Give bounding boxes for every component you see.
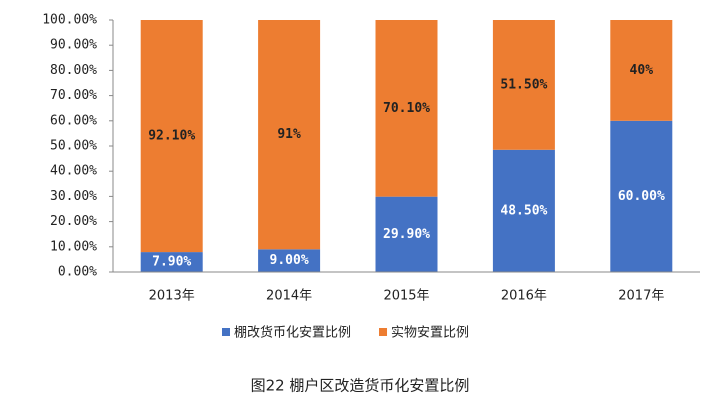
y-tick-label: 40.00% bbox=[50, 164, 97, 179]
value-label: 70.10% bbox=[383, 101, 430, 116]
bar-segment bbox=[140, 20, 203, 253]
bar-segment bbox=[258, 249, 321, 272]
bar-segment bbox=[375, 196, 438, 272]
y-tick-label: 80.00% bbox=[50, 63, 97, 78]
value-label: 92.10% bbox=[148, 129, 195, 144]
value-label: 91% bbox=[277, 127, 301, 142]
value-label: 40% bbox=[630, 63, 654, 78]
y-tick-label: 0.00% bbox=[58, 265, 97, 280]
y-tick-label: 20.00% bbox=[50, 214, 97, 229]
bar-segment bbox=[375, 20, 438, 197]
value-label: 60.00% bbox=[618, 189, 665, 204]
x-tick-label: 2017年 bbox=[618, 289, 664, 304]
legend-label: 实物安置比例 bbox=[391, 326, 469, 341]
value-label: 48.50% bbox=[500, 203, 547, 218]
y-tick-label: 60.00% bbox=[50, 113, 97, 128]
x-tick-label: 2014年 bbox=[266, 289, 312, 304]
x-tick-label: 2015年 bbox=[383, 289, 429, 304]
y-tick-label: 50.00% bbox=[50, 139, 97, 154]
bar-segment bbox=[492, 20, 555, 150]
bar-segment bbox=[140, 252, 203, 272]
legend-label: 棚改货币化安置比例 bbox=[234, 325, 351, 341]
y-tick-label: 90.00% bbox=[50, 38, 97, 53]
y-tick-label: 30.00% bbox=[50, 189, 97, 204]
legend-swatch bbox=[379, 328, 388, 336]
value-label: 9.00% bbox=[270, 253, 309, 268]
value-label: 7.90% bbox=[152, 255, 191, 270]
legend-swatch bbox=[222, 328, 230, 336]
y-tick-label: 10.00% bbox=[50, 239, 97, 254]
chart-caption: 图22 棚户区改造货币化安置比例 bbox=[251, 377, 470, 395]
bar-segment bbox=[258, 20, 321, 250]
bar-segment bbox=[492, 149, 555, 272]
x-tick-label: 2013年 bbox=[149, 289, 195, 304]
value-label: 29.90% bbox=[383, 227, 430, 242]
value-label: 51.50% bbox=[500, 77, 547, 92]
bar-segment bbox=[610, 20, 673, 121]
y-tick-label: 100.00% bbox=[42, 13, 97, 28]
bar-segment bbox=[610, 120, 673, 272]
y-tick-label: 70.00% bbox=[50, 88, 97, 103]
x-tick-label: 2016年 bbox=[501, 289, 547, 304]
